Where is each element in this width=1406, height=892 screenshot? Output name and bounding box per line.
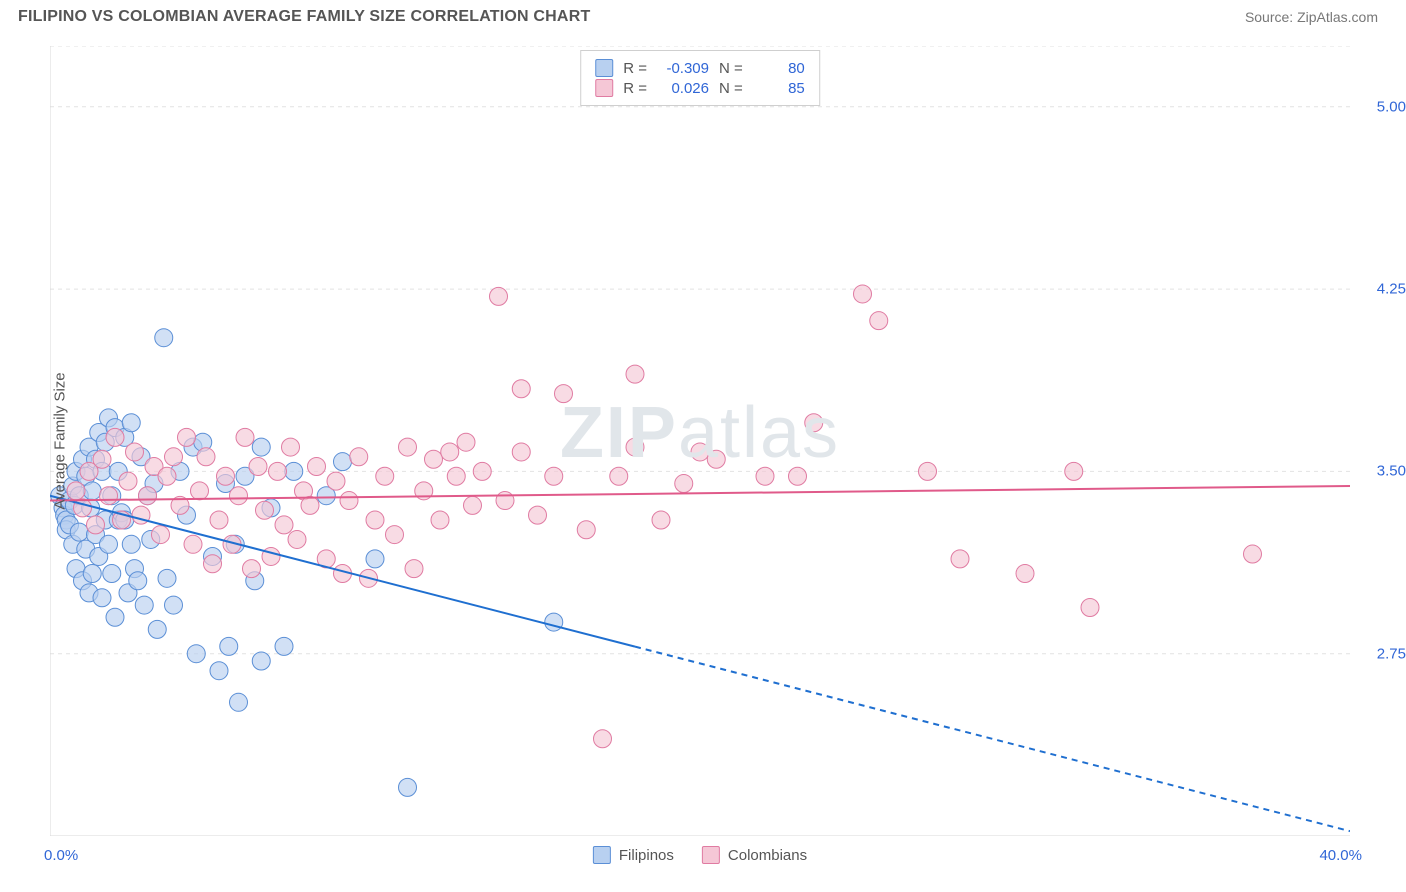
y-tick-label: 2.75 — [1377, 645, 1406, 662]
r-value: 0.026 — [657, 80, 709, 97]
source-label: Source: ZipAtlas.com — [1245, 9, 1378, 25]
swatch-icon — [595, 79, 613, 97]
r-label: R = — [623, 80, 647, 97]
legend-item-colombians: Colombians — [702, 846, 807, 864]
swatch-icon — [595, 59, 613, 77]
bottom-legend: Filipinos Colombians — [593, 846, 807, 864]
scatter-plot — [50, 46, 1350, 836]
chart-title: FILIPINO VS COLOMBIAN AVERAGE FAMILY SIZ… — [18, 8, 590, 26]
legend-label: Filipinos — [619, 847, 674, 864]
x-tick-right: 40.0% — [1319, 847, 1362, 864]
n-label: N = — [719, 60, 743, 77]
y-tick-label: 3.50 — [1377, 463, 1406, 480]
r-value: -0.309 — [657, 60, 709, 77]
y-axis-label: Average Family Size — [52, 372, 69, 509]
y-tick-label: 4.25 — [1377, 281, 1406, 298]
swatch-icon — [593, 846, 611, 864]
n-label: N = — [719, 80, 743, 97]
correlation-legend: R = -0.309 N = 80 R = 0.026 N = 85 — [580, 50, 820, 106]
n-value: 85 — [753, 80, 805, 97]
legend-row: R = 0.026 N = 85 — [595, 79, 805, 97]
legend-item-filipinos: Filipinos — [593, 846, 674, 864]
legend-label: Colombians — [728, 847, 807, 864]
chart-container: ZIPatlas Average Family Size 2.753.504.2… — [50, 46, 1350, 836]
header: FILIPINO VS COLOMBIAN AVERAGE FAMILY SIZ… — [0, 0, 1406, 30]
x-tick-left: 0.0% — [44, 847, 78, 864]
legend-row: R = -0.309 N = 80 — [595, 59, 805, 77]
r-label: R = — [623, 60, 647, 77]
n-value: 80 — [753, 60, 805, 77]
y-tick-label: 5.00 — [1377, 98, 1406, 115]
swatch-icon — [702, 846, 720, 864]
